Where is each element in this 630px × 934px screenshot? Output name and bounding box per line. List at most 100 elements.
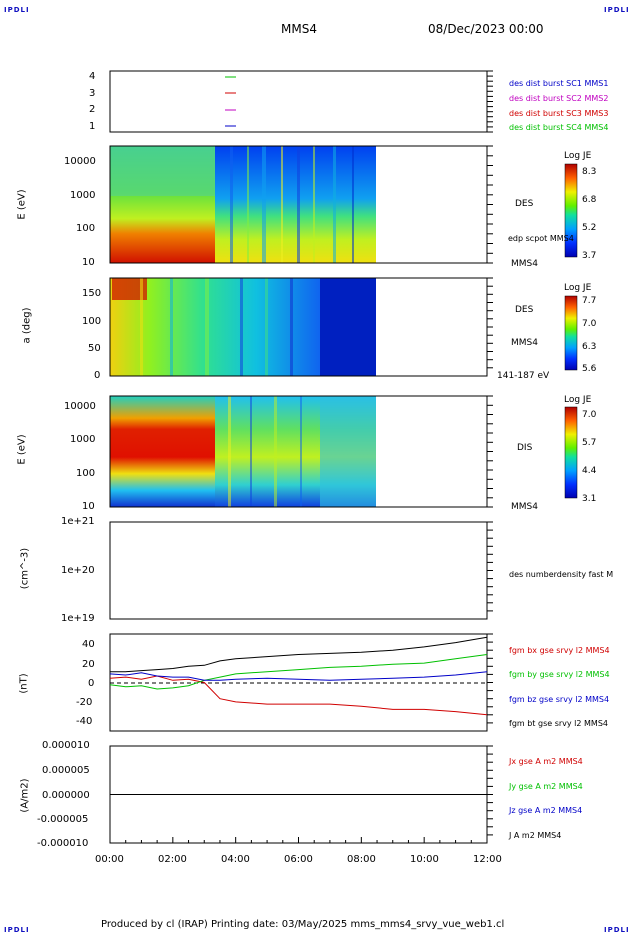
panel5-ytick: 1e+19 bbox=[61, 613, 95, 624]
panel2-ytick: 100 bbox=[76, 223, 96, 234]
panel7-ytick: 0.000010 bbox=[42, 740, 90, 751]
panel3-ytick: 100 bbox=[82, 316, 102, 327]
x-axis-ticks bbox=[109, 837, 488, 843]
panel7-legend-jy: Jy gse A m2 MMS4 bbox=[509, 782, 583, 791]
panel4-cbar-tick: 4.4 bbox=[582, 466, 597, 476]
panel6-ytick: -40 bbox=[76, 716, 93, 727]
xaxis-tick-label: 12:00 bbox=[473, 854, 502, 865]
panel3-colorbar bbox=[564, 295, 578, 371]
panel2-cbar-tick: 8.3 bbox=[582, 167, 597, 177]
panel5-legend: des numberdensity fast M bbox=[509, 570, 614, 579]
panel6-legend-bt: fgm bt gse srvy l2 MMS4 bbox=[509, 719, 608, 728]
panel6-ylabel: (nT) bbox=[18, 673, 30, 694]
panel2-colorbar-title: Log JE bbox=[564, 151, 592, 161]
panel2-spectrogram bbox=[109, 145, 488, 264]
spacecraft-title: MMS4 bbox=[281, 22, 317, 36]
panel3-ytick: 0 bbox=[94, 370, 101, 381]
panel4-side-label: DIS bbox=[517, 443, 533, 453]
panel2-cbar-tick: 6.8 bbox=[582, 195, 597, 205]
panel2-streaks bbox=[230, 146, 354, 263]
panel1-ytick: 4 bbox=[89, 71, 96, 82]
panel4-ytick: 100 bbox=[76, 468, 96, 479]
panel5-ytick: 1e+20 bbox=[61, 565, 95, 576]
panel6-legend-bz: fgm bz gse srvy l2 MMS4 bbox=[509, 695, 610, 704]
footer-text: Produced by cl (IRAP) Printing date: 03/… bbox=[101, 919, 505, 930]
panel2-ytick: 10000 bbox=[64, 156, 96, 167]
panel5-ytick: 1e+21 bbox=[61, 516, 95, 527]
panel4-colorbar-title: Log JE bbox=[564, 395, 592, 405]
panel4-spectrogram bbox=[109, 395, 488, 508]
panel6-ytick: 20 bbox=[82, 659, 95, 670]
panel2-side-sub: edp scpot MMS4 bbox=[508, 234, 574, 243]
panel4-ytick: 1000 bbox=[70, 434, 96, 445]
panel6-ytick: -20 bbox=[76, 697, 93, 708]
xaxis-tick-label: 02:00 bbox=[158, 854, 187, 865]
xaxis-tick-label: 10:00 bbox=[410, 854, 439, 865]
panel3-cbar-tick: 7.7 bbox=[582, 296, 597, 306]
panel3-ytick: 50 bbox=[88, 343, 101, 354]
panel1-ytick: 2 bbox=[89, 104, 96, 115]
panel3-colorbar-title: Log JE bbox=[564, 283, 592, 293]
panel4-side-bottom: MMS4 bbox=[511, 502, 538, 512]
corner-mark-top-right: IPDLI bbox=[604, 6, 630, 14]
panel3-ytick: 150 bbox=[82, 288, 102, 299]
panel4-cbar-tick: 3.1 bbox=[582, 494, 597, 504]
panel3-cbar-tick: 6.3 bbox=[582, 342, 597, 352]
panel6-ytick: 40 bbox=[82, 639, 95, 650]
panel2-ytick: 10 bbox=[82, 257, 95, 268]
panel5-ylabel: (cm^-3) bbox=[19, 547, 31, 590]
panel2-side-bottom: MMS4 bbox=[511, 259, 538, 269]
panel6-ytick: 0 bbox=[88, 678, 95, 689]
panel4-cbar-tick: 5.7 bbox=[582, 438, 597, 448]
date-title: 08/Dec/2023 00:00 bbox=[428, 22, 544, 36]
panel4-ylabel: E (eV) bbox=[16, 434, 28, 465]
panel7-ytick: 0.000000 bbox=[42, 790, 90, 801]
panel7-ytick: -0.000005 bbox=[37, 814, 89, 825]
series-line-2 bbox=[109, 654, 488, 690]
panel3-side-bottom: 141-187 eV bbox=[497, 371, 550, 381]
panel6-legend-bx: fgm bx gse srvy l2 MMS4 bbox=[509, 646, 610, 655]
panel7-legend-jx: Jx gse A m2 MMS4 bbox=[509, 757, 583, 766]
panel1-ytick: 3 bbox=[89, 88, 96, 99]
legend-mms2: des dist burst SC2 MMS2 bbox=[509, 94, 609, 103]
panel1-ytick: 1 bbox=[89, 121, 96, 132]
panel6-legend-by: fgm by gse srvy l2 MMS4 bbox=[509, 670, 610, 679]
xaxis-tick-label: 08:00 bbox=[347, 854, 376, 865]
panel5-frame bbox=[109, 521, 488, 620]
xaxis-tick-label: 06:00 bbox=[284, 854, 313, 865]
panel4-ytick: 10000 bbox=[64, 401, 96, 412]
panel2-cbar-tick: 3.7 bbox=[582, 251, 597, 261]
panel2-side-label: DES bbox=[515, 199, 534, 209]
panel4-colorbar bbox=[564, 406, 578, 499]
legend-mms3: des dist burst SC3 MMS3 bbox=[509, 109, 609, 118]
legend-mms1: des dist burst SC1 MMS1 bbox=[509, 79, 609, 88]
series-line-4 bbox=[110, 636, 488, 673]
panel1-plot bbox=[109, 70, 488, 133]
panel6-lines bbox=[109, 636, 488, 716]
corner-mark-top-left: IPDLI bbox=[4, 6, 30, 14]
right-axis-ticks bbox=[487, 70, 493, 836]
panel2-colorbar bbox=[564, 163, 578, 258]
panel3-side-label: DES bbox=[515, 305, 534, 315]
legend-mms4: des dist burst SC4 MMS4 bbox=[509, 123, 609, 132]
panel7-legend-jz: Jz gse A m2 MMS4 bbox=[509, 806, 583, 815]
xaxis-tick-label: 04:00 bbox=[221, 854, 250, 865]
panel7-ylabel: (A/m2) bbox=[19, 778, 31, 813]
panel3-ylabel: a (deg) bbox=[21, 307, 33, 344]
panel4-ytick: 10 bbox=[82, 501, 95, 512]
panel2-ylabel: E (eV) bbox=[16, 189, 28, 220]
panel2-cbar-tick: 5.2 bbox=[582, 223, 597, 233]
panel3-side-sub: MMS4 bbox=[511, 338, 538, 348]
panel7-legend-j: J A m2 MMS4 bbox=[509, 831, 562, 840]
series-line-3 bbox=[109, 671, 488, 681]
panel7-ytick: -0.000010 bbox=[37, 838, 89, 849]
panel4-cbar-tick: 7.0 bbox=[582, 410, 597, 420]
panel3-cbar-tick: 7.0 bbox=[582, 319, 597, 329]
corner-mark-bottom-right: IPDLI bbox=[604, 926, 630, 934]
panel3-spectrogram bbox=[109, 277, 488, 377]
xaxis-tick-label: 00:00 bbox=[95, 854, 124, 865]
panel3-cbar-tick: 5.6 bbox=[582, 364, 597, 374]
panel2-ytick: 1000 bbox=[70, 190, 96, 201]
panel7-ytick: 0.000005 bbox=[42, 765, 90, 776]
